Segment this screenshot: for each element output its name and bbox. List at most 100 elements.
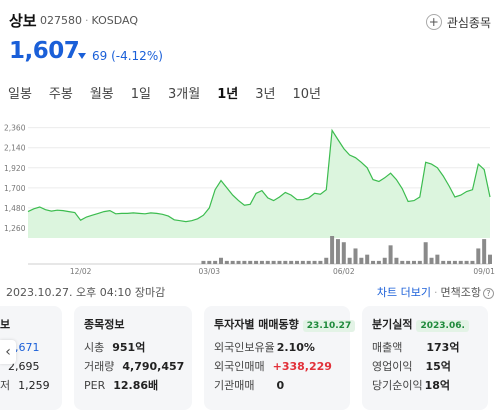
volume-bar (259, 260, 264, 264)
tab-1year[interactable]: 1년 (217, 87, 239, 102)
price-card-title: 보 (0, 318, 11, 331)
y-tick-label: 1,260 (4, 224, 26, 233)
quarter-row: 영업이익 15억 (372, 357, 478, 376)
volume-bar (347, 257, 352, 264)
quarterly-results-card[interactable]: 분기실적 2023.06. 매출액 173억 영업이익 15억 당기순이익 18억 (362, 306, 488, 410)
volume-bar (213, 260, 218, 264)
quarterly-results-title: 분기실적 2023.06. (372, 316, 478, 332)
price-change-value: 69 (-4.12%) (92, 49, 163, 63)
volume-bar (482, 239, 487, 264)
volume-bar (236, 260, 241, 264)
row-value: 1,259 (18, 379, 50, 392)
price-chart[interactable]: 2,360 2,140 1,920 1,700 1,480 1,260 12/02 03/03… (0, 112, 500, 282)
current-price: 1,607 (9, 38, 80, 64)
volume-bar (254, 260, 259, 264)
volume-bar (218, 257, 223, 264)
investor-trend-card[interactable]: 투자자별 매매동향 23.10.27 외국인보유율 2.10% 외국인매매 +338,… (204, 306, 356, 410)
volume-bar (359, 257, 364, 264)
plus-icon: + (425, 14, 442, 30)
volume-bar (488, 254, 492, 264)
info-bar: 2023.10.27. 오후 04:10 장마감 차트 더보기 · 면책조항? (6, 284, 494, 300)
volume-bar (207, 260, 212, 264)
volume-bar (230, 260, 235, 264)
volume-bar (312, 260, 317, 264)
volume-bar (447, 260, 452, 264)
volume-bar (353, 248, 358, 264)
investor-row: 기관매매 0 (214, 376, 340, 395)
stock-code: 027580 · KOSDAQ (40, 14, 138, 27)
prev-card-button[interactable]: ‹ (0, 340, 16, 364)
row-value: 2.10% (276, 341, 315, 354)
quarter-row: 당기순이익 18억 (372, 376, 478, 395)
tab-10year[interactable]: 10년 (292, 87, 321, 102)
volume-bar (271, 260, 276, 264)
price-card-row: 2,695 (0, 357, 52, 376)
stock-header: 상보 027580 · KOSDAQ + 관심종목 1,607 69 (-4.12%… (9, 10, 491, 72)
volume-bar (242, 260, 247, 264)
volume-bar (318, 260, 323, 264)
tab-1day[interactable]: 1일 (130, 87, 151, 102)
row-value: 18억 (424, 379, 451, 392)
volume-bar (300, 260, 305, 264)
volume-bar (452, 260, 457, 264)
price-area (28, 130, 490, 238)
volume-bar (371, 260, 376, 264)
quarterly-results-title-text: 분기실적 (372, 318, 413, 331)
investor-trend-title-text: 투자자별 매매동향 (214, 318, 299, 331)
date-badge: 23.10.27 (302, 320, 356, 332)
price-line (27, 128, 491, 223)
chevron-left-icon: ‹ (5, 344, 11, 360)
stock-info-row: 시총 951억 (84, 338, 182, 357)
volume-bar (376, 260, 381, 264)
volume-bar (335, 239, 340, 264)
stock-name: 상보 (9, 12, 37, 30)
y-tick-label: 2,360 (4, 124, 26, 133)
period-tabs: 일봉 주봉 월봉 1일 3개월 1년 3년 10년 (8, 83, 338, 102)
separator-dot: · (85, 14, 89, 27)
row-key: 거래량 (84, 360, 115, 373)
stock-code-number: 027580 (40, 14, 82, 27)
volume-bar (295, 260, 300, 264)
row-key: 매출액 (372, 341, 403, 354)
investor-row: 외국인매매 +338,229 (214, 357, 340, 376)
tab-weekly[interactable]: 주봉 (48, 87, 73, 102)
row-value: 15억 (425, 360, 451, 373)
volume-bar (470, 260, 475, 264)
row-key: 시총 (84, 341, 105, 354)
chart-more-link[interactable]: 차트 더보기 (376, 286, 432, 299)
y-tick-label: 1,480 (4, 204, 26, 213)
add-watchlist-button[interactable]: + 관심종목 (425, 11, 491, 33)
volume-bar (400, 260, 405, 264)
down-triangle-icon (78, 53, 86, 59)
x-tick-label: 09/01 (473, 267, 495, 276)
row-key: 영업이익 (372, 360, 413, 373)
summary-cards: 보 1,671 2,695 저 1,259 종목정보 시총 951억 거래량 4,79… (0, 306, 500, 414)
volume-bar (289, 260, 294, 264)
quarter-badge: 2023.06. (416, 320, 469, 332)
volume-bar (435, 254, 440, 264)
price-change: 69 (-4.12%) (78, 49, 163, 63)
x-tick-label: 03/03 (198, 267, 220, 276)
row-value: 951억 (112, 341, 146, 354)
volume-bar (458, 260, 463, 264)
tab-3year[interactable]: 3년 (255, 87, 276, 102)
quarter-row: 매출액 173억 (372, 338, 478, 357)
row-key: 외국인보유율 (214, 341, 275, 354)
stock-info-card[interactable]: 종목정보 시총 951억 거래량 4,790,457 PER 12.86배 (74, 306, 192, 410)
row-value: 173억 (426, 341, 460, 354)
x-tick-label: 12/02 (70, 267, 92, 276)
stock-info-row: PER 12.86배 (84, 376, 182, 395)
volume-bar (423, 242, 428, 264)
tab-monthly[interactable]: 월봉 (89, 87, 114, 102)
volume-bar (324, 257, 329, 264)
price-card-row: 저 1,259 (0, 376, 52, 395)
disclaimer-link[interactable]: 면책조항 (440, 286, 481, 299)
volume-bar (283, 260, 288, 264)
row-key: 기관매매 (214, 379, 255, 392)
tab-3month[interactable]: 3개월 (168, 87, 201, 102)
y-tick-label: 1,700 (4, 184, 26, 193)
watchlist-label: 관심종목 (446, 15, 491, 30)
tab-daily[interactable]: 일봉 (8, 87, 32, 102)
help-icon[interactable]: ? (483, 288, 494, 299)
volume-bar (382, 257, 387, 264)
